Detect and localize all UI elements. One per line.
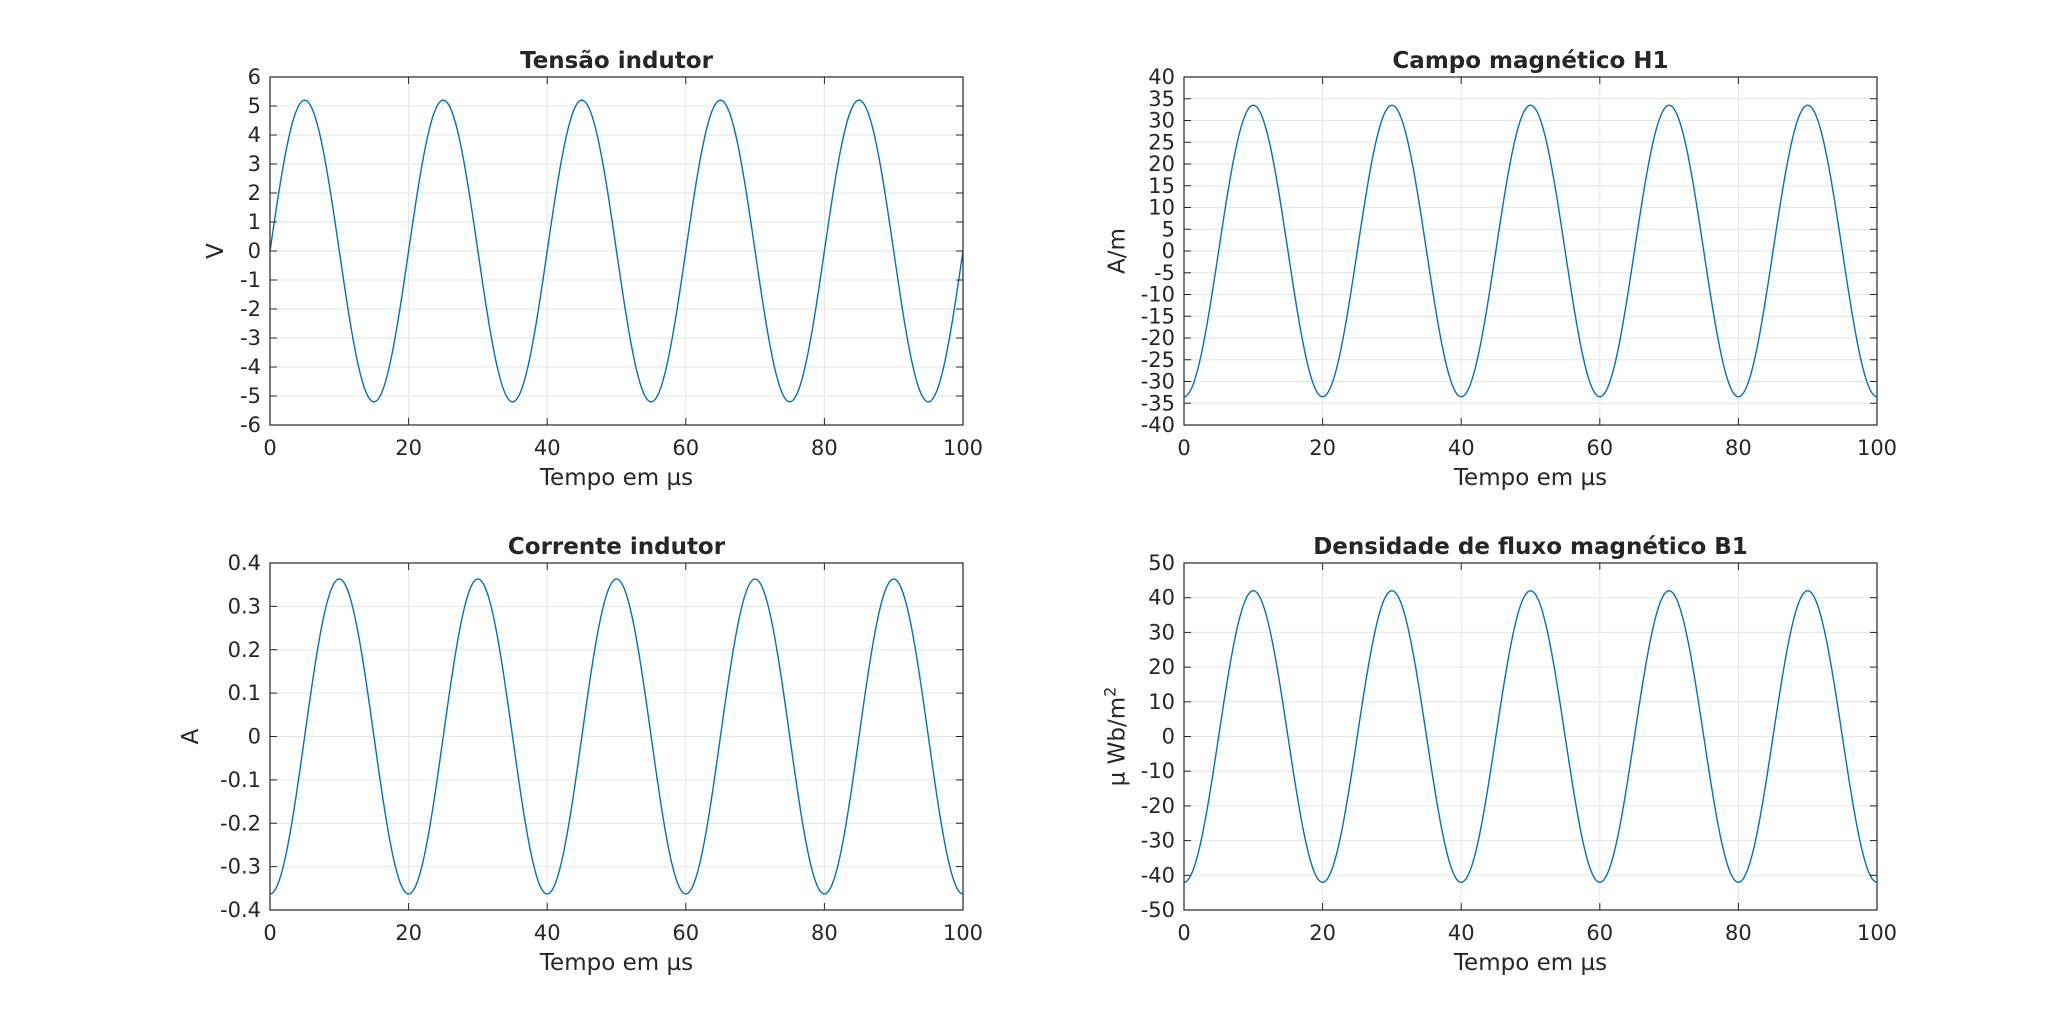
y-tick-label: 4 bbox=[248, 123, 261, 147]
series-line bbox=[269, 578, 964, 895]
x-tick-label: 60 bbox=[672, 436, 699, 460]
y-tick-label: 0.3 bbox=[228, 594, 261, 618]
x-tick-label: 60 bbox=[672, 921, 699, 945]
y-tick-label: -20 bbox=[1141, 794, 1175, 818]
y-tick-label: -0.3 bbox=[220, 855, 261, 879]
x-tick-label: 20 bbox=[395, 436, 422, 460]
series-line bbox=[1183, 104, 1878, 398]
x-tick-label: 100 bbox=[1857, 436, 1897, 460]
y-tick-label: -30 bbox=[1141, 370, 1175, 394]
x-tick-label: 40 bbox=[534, 921, 561, 945]
chart-title: Densidade de fluxo magnético B1 bbox=[1313, 534, 1748, 560]
y-tick-label: 0 bbox=[1162, 239, 1175, 263]
y-tick-label: -25 bbox=[1141, 348, 1175, 372]
y-tick-label: 20 bbox=[1148, 655, 1175, 679]
y-tick-label: -6 bbox=[240, 413, 261, 437]
y-tick-label: -40 bbox=[1141, 863, 1175, 887]
x-tick-label: 60 bbox=[1586, 921, 1613, 945]
x-tick-label: 80 bbox=[1725, 436, 1752, 460]
y-tick-label: -30 bbox=[1141, 829, 1175, 853]
y-tick-label: 50 bbox=[1148, 551, 1175, 575]
x-tick-label: 80 bbox=[811, 436, 838, 460]
y-tick-label: -0.1 bbox=[220, 768, 261, 792]
x-tick-label: 20 bbox=[1309, 921, 1336, 945]
series-line bbox=[269, 99, 964, 403]
x-tick-label: 0 bbox=[1177, 436, 1190, 460]
y-tick-label: 35 bbox=[1148, 87, 1175, 111]
y-tick-label: 10 bbox=[1148, 690, 1175, 714]
y-tick-label: -10 bbox=[1141, 283, 1175, 307]
y-tick-label: -50 bbox=[1141, 898, 1175, 922]
x-tick-label: 60 bbox=[1586, 436, 1613, 460]
y-tick-label: -5 bbox=[240, 384, 261, 408]
x-axis-label: Tempo em µs bbox=[1453, 950, 1607, 976]
x-tick-label: 80 bbox=[1725, 921, 1752, 945]
y-tick-label: -40 bbox=[1141, 413, 1175, 437]
y-axis-label: A/m bbox=[1105, 228, 1131, 274]
y-tick-label: 0.1 bbox=[228, 681, 261, 705]
subplot-densidade: 0 20 40 60 80 100 -50 -40 -30 -20 -10 0 10 20 30 40 50 De… bbox=[1101, 534, 1898, 976]
chart-title: Campo magnético H1 bbox=[1392, 48, 1668, 74]
x-axis-label: Tempo em µs bbox=[539, 465, 693, 491]
y-tick-label: 0 bbox=[248, 725, 261, 749]
series-line bbox=[1183, 590, 1878, 883]
y-tick-label: -2 bbox=[240, 297, 261, 321]
y-tick-label: -4 bbox=[240, 355, 261, 379]
x-tick-label: 0 bbox=[1177, 921, 1190, 945]
subplot-campo: 0 20 40 60 80 100-40-35-30-25-20-15-10-505101… bbox=[1105, 48, 1898, 491]
y-axis-label-superscript: 2 bbox=[1101, 687, 1120, 697]
x-tick-label: 20 bbox=[395, 921, 422, 945]
y-tick-label: 40 bbox=[1148, 65, 1175, 89]
x-axis-label: Tempo em µs bbox=[1453, 465, 1607, 491]
x-tick-label: 0 bbox=[263, 436, 276, 460]
x-axis-label: Tempo em µs bbox=[539, 950, 693, 976]
subplot-corrente: 0 20 40 60 80 100 -0.4 -0.3 -0.2 -0.1 0 0.1 0.2 0.3 0.… bbox=[178, 534, 983, 976]
y-tick-label: -0.2 bbox=[220, 811, 261, 835]
y-tick-label: 0 bbox=[248, 239, 261, 263]
x-tick-label: 80 bbox=[811, 921, 838, 945]
y-tick-label: 1 bbox=[248, 210, 261, 234]
y-tick-label: 5 bbox=[1162, 217, 1175, 241]
y-tick-label: 0.4 bbox=[228, 551, 261, 575]
subplot-tensao: 0 20 40 60 80 100 -6 -5 -4 -3 -2 -1 0 1 2 3 4 5 6 Tensão in… bbox=[203, 48, 983, 491]
y-tick-label: -3 bbox=[240, 326, 261, 350]
x-tick-label: 40 bbox=[534, 436, 561, 460]
y-tick-label: 6 bbox=[248, 65, 261, 89]
x-tick-label: 100 bbox=[943, 921, 983, 945]
y-tick-label: -20 bbox=[1141, 326, 1175, 350]
y-tick-label: -0.4 bbox=[220, 898, 261, 922]
y-tick-label: 2 bbox=[248, 181, 261, 205]
y-tick-label: 15 bbox=[1148, 174, 1175, 198]
y-tick-label: 0 bbox=[1162, 725, 1175, 749]
y-tick-label: 0.2 bbox=[228, 638, 261, 662]
y-tick-label: -15 bbox=[1141, 304, 1175, 328]
y-tick-label: -10 bbox=[1141, 759, 1175, 783]
y-axis-label: A bbox=[178, 728, 204, 744]
x-tick-label: 100 bbox=[943, 436, 983, 460]
y-tick-label: 30 bbox=[1148, 620, 1175, 644]
x-tick-label: 20 bbox=[1309, 436, 1336, 460]
x-tick-label: 40 bbox=[1448, 921, 1475, 945]
chart-title: Corrente indutor bbox=[508, 534, 726, 560]
y-axis-label: V bbox=[203, 243, 229, 259]
x-tick-label: 40 bbox=[1448, 436, 1475, 460]
y-tick-label: 25 bbox=[1148, 130, 1175, 154]
chart-title: Tensão indutor bbox=[520, 48, 714, 74]
y-tick-label: 5 bbox=[248, 94, 261, 118]
y-tick-label: 10 bbox=[1148, 196, 1175, 220]
y-tick-label: -1 bbox=[240, 268, 261, 292]
x-tick-label: 0 bbox=[263, 921, 276, 945]
y-tick-label: 30 bbox=[1148, 109, 1175, 133]
y-tick-label: -35 bbox=[1141, 391, 1175, 415]
y-tick-label: -5 bbox=[1154, 261, 1175, 285]
y-axis-label: µ Wb/m2 bbox=[1101, 687, 1131, 787]
x-tick-label: 100 bbox=[1857, 921, 1897, 945]
y-tick-label: 20 bbox=[1148, 152, 1175, 176]
y-tick-label: 40 bbox=[1148, 586, 1175, 610]
y-tick-label: 3 bbox=[248, 152, 261, 176]
